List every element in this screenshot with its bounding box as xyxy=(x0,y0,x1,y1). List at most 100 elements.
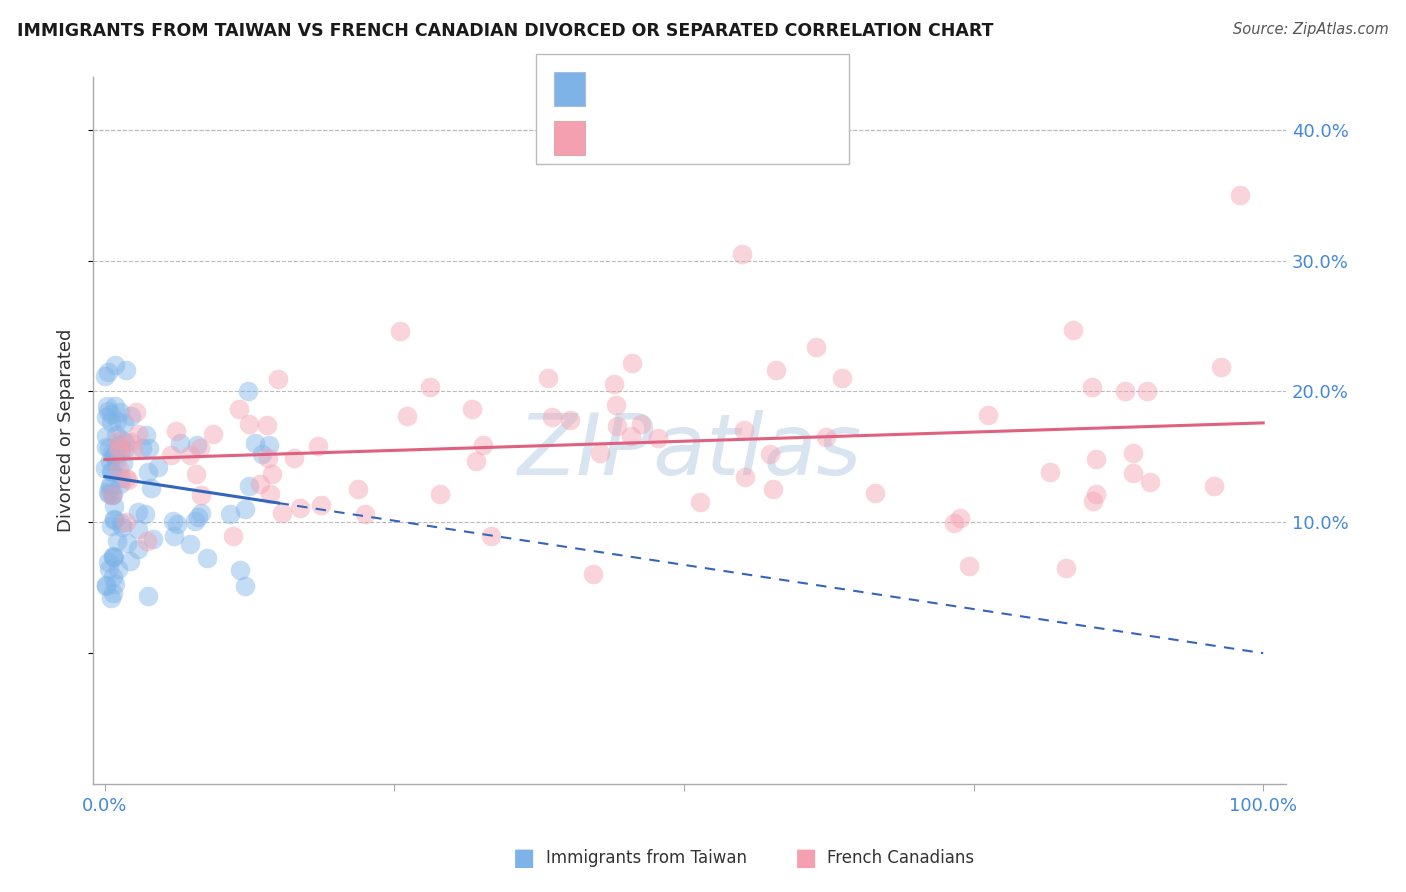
Point xyxy=(537,370,560,384)
Point xyxy=(103,449,125,463)
Point xyxy=(101,466,124,480)
Point xyxy=(100,518,122,533)
Point xyxy=(124,405,146,419)
Point xyxy=(127,541,149,556)
Point xyxy=(104,428,127,442)
Text: ■: ■ xyxy=(794,847,817,870)
Point xyxy=(630,417,652,431)
Point xyxy=(184,467,207,481)
Point xyxy=(689,495,711,509)
Point xyxy=(120,435,142,450)
Point xyxy=(122,443,145,458)
Point xyxy=(141,481,163,495)
Point xyxy=(120,409,142,424)
Point xyxy=(111,433,134,447)
Point xyxy=(136,465,159,479)
Point xyxy=(1136,384,1159,399)
Point xyxy=(179,448,201,462)
Point xyxy=(117,536,139,550)
Point xyxy=(949,511,972,525)
Point xyxy=(97,442,120,456)
Point xyxy=(267,372,290,386)
Point xyxy=(135,428,157,442)
Point xyxy=(815,430,838,444)
Point xyxy=(120,554,142,568)
Point xyxy=(250,447,273,461)
Point xyxy=(1081,494,1104,508)
Point xyxy=(127,505,149,519)
Point xyxy=(136,589,159,603)
Text: ZIPatlas: ZIPatlas xyxy=(517,410,862,493)
Point xyxy=(169,436,191,450)
Point xyxy=(94,428,117,442)
Text: 0.112: 0.112 xyxy=(626,129,682,147)
Point xyxy=(589,446,612,460)
Point xyxy=(734,469,756,483)
Point xyxy=(762,483,785,497)
Point xyxy=(96,399,118,413)
Point xyxy=(733,423,755,437)
Point xyxy=(127,522,149,536)
Point xyxy=(107,433,129,447)
Point xyxy=(112,444,135,458)
Point xyxy=(558,413,581,427)
Point xyxy=(1202,479,1225,493)
Point xyxy=(647,431,669,445)
Point xyxy=(353,507,375,521)
Point xyxy=(94,579,117,593)
Point xyxy=(806,340,828,354)
Point xyxy=(977,408,1000,422)
Point xyxy=(117,473,139,487)
Text: -0.207: -0.207 xyxy=(626,79,690,98)
Point xyxy=(1084,452,1107,467)
Point xyxy=(222,529,245,543)
Text: R =: R = xyxy=(595,79,634,98)
Point xyxy=(190,488,212,502)
Point xyxy=(759,446,782,460)
Point xyxy=(94,461,117,475)
Point xyxy=(104,359,127,373)
Point xyxy=(228,402,250,417)
Point xyxy=(98,454,121,468)
Point xyxy=(238,479,260,493)
Point xyxy=(262,467,284,482)
Point xyxy=(395,409,418,424)
Point xyxy=(97,555,120,569)
Point xyxy=(108,477,131,491)
Point xyxy=(97,404,120,418)
Point xyxy=(233,579,256,593)
Point xyxy=(347,482,370,496)
Point xyxy=(288,500,311,515)
Text: N =: N = xyxy=(683,129,735,147)
Point xyxy=(98,481,121,495)
Point xyxy=(165,424,187,438)
Point xyxy=(110,471,132,485)
Point xyxy=(98,562,121,576)
Point xyxy=(135,534,157,549)
Point xyxy=(114,435,136,450)
Point xyxy=(190,506,212,520)
Point xyxy=(1114,384,1136,399)
Point xyxy=(138,442,160,456)
Point xyxy=(107,562,129,576)
Point xyxy=(101,446,124,460)
Point xyxy=(236,384,259,399)
Point xyxy=(98,478,121,492)
Point xyxy=(162,514,184,528)
Point xyxy=(1122,446,1144,460)
Text: IMMIGRANTS FROM TAIWAN VS FRENCH CANADIAN DIVORCED OR SEPARATED CORRELATION CHAR: IMMIGRANTS FROM TAIWAN VS FRENCH CANADIA… xyxy=(17,22,994,40)
Point xyxy=(97,365,120,379)
Point xyxy=(103,512,125,526)
Point xyxy=(605,398,627,412)
Point xyxy=(419,380,441,394)
Point xyxy=(1139,475,1161,489)
Point xyxy=(103,549,125,564)
Point xyxy=(957,559,980,574)
Point xyxy=(765,363,787,377)
Point xyxy=(101,570,124,584)
Text: Immigrants from Taiwan: Immigrants from Taiwan xyxy=(546,849,747,867)
Point xyxy=(582,566,605,581)
Point xyxy=(100,464,122,478)
Point xyxy=(100,488,122,502)
Point xyxy=(115,471,138,485)
